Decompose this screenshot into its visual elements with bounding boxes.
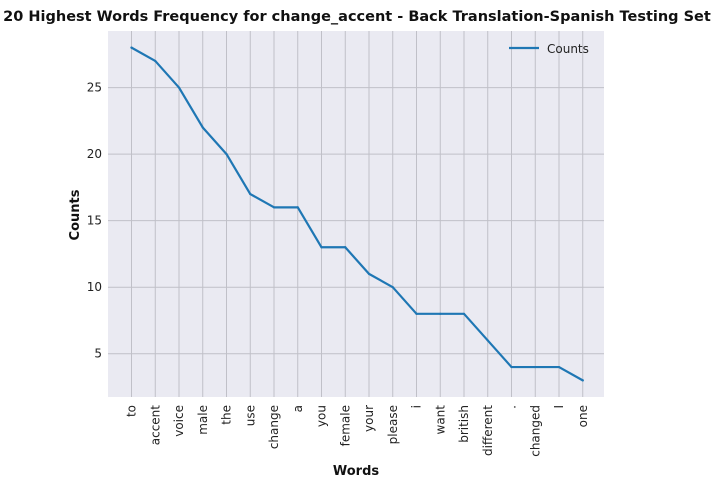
x-tick-label: to bbox=[125, 405, 139, 417]
x-axis-label: Words bbox=[333, 464, 380, 479]
x-tick-label: i bbox=[410, 405, 424, 408]
x-tick-label: changed bbox=[528, 405, 542, 457]
data-point bbox=[344, 246, 347, 249]
x-gridlines bbox=[131, 31, 584, 397]
legend-label: Counts bbox=[547, 42, 589, 56]
x-tick-labels: to accent voice male the use change a you female y… bbox=[125, 405, 590, 457]
x-tick-label: I bbox=[552, 405, 566, 409]
data-point bbox=[296, 206, 299, 209]
x-tick-label: use bbox=[243, 405, 257, 426]
data-point bbox=[249, 192, 252, 196]
x-tick-label: female bbox=[338, 405, 352, 446]
data-point bbox=[391, 286, 394, 289]
x-tick-label: want bbox=[433, 405, 447, 435]
x-tick-label: accent bbox=[148, 405, 162, 446]
x-tick-label: a bbox=[291, 405, 305, 412]
chart-title: 20 Highest Words Frequency for change_ac… bbox=[3, 9, 711, 25]
x-tick-label: . bbox=[505, 405, 519, 409]
series-line bbox=[130, 46, 584, 382]
x-tick-label: one bbox=[576, 405, 590, 427]
data-point bbox=[130, 46, 133, 49]
y-tick-label: 5 bbox=[94, 347, 102, 361]
data-point bbox=[415, 312, 418, 315]
x-tick-label: please bbox=[386, 405, 400, 444]
data-point bbox=[177, 86, 181, 89]
data-point bbox=[320, 246, 323, 249]
data-point bbox=[225, 153, 228, 156]
data-point bbox=[272, 206, 276, 209]
y-tick-label: 20 bbox=[87, 147, 102, 161]
y-axis-label: Counts bbox=[68, 189, 83, 240]
x-tick-label: your bbox=[362, 405, 376, 432]
data-point bbox=[201, 126, 204, 129]
y-tick-label: 10 bbox=[87, 280, 102, 294]
x-tick-label: voice bbox=[172, 405, 186, 437]
data-point bbox=[510, 365, 513, 369]
data-point bbox=[486, 339, 489, 342]
x-tick-label: change bbox=[267, 405, 281, 449]
y-gridlines bbox=[108, 87, 604, 355]
legend: Counts bbox=[509, 42, 589, 56]
data-point bbox=[534, 365, 537, 369]
series-group bbox=[130, 46, 584, 382]
y-tick-labels: 5 10 15 20 25 bbox=[87, 81, 102, 361]
data-point bbox=[439, 312, 442, 315]
plot-area bbox=[108, 31, 604, 397]
data-point bbox=[462, 312, 466, 315]
x-tick-label: british bbox=[457, 405, 471, 443]
x-tick-label: you bbox=[315, 405, 329, 427]
x-tick-label: different bbox=[481, 405, 495, 456]
y-tick-label: 25 bbox=[87, 81, 102, 95]
y-tick-label: 15 bbox=[87, 214, 102, 228]
x-tick-label: male bbox=[196, 405, 210, 435]
data-point bbox=[154, 59, 157, 63]
x-tick-label: the bbox=[220, 405, 234, 425]
data-point bbox=[367, 272, 371, 275]
data-point bbox=[581, 379, 584, 382]
data-point bbox=[557, 365, 561, 369]
